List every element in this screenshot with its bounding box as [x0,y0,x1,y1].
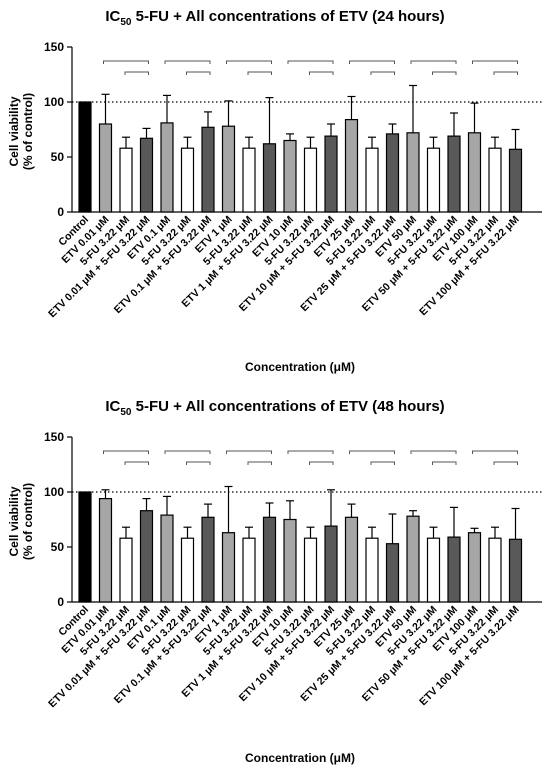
title-rest: 5-FU + All concentrations of ETV (48 hou… [131,398,445,415]
comparison-bracket [287,60,334,64]
y-axis-label: (% of control) [21,93,35,170]
bar [303,147,318,213]
bar [242,147,256,213]
x-axis-label: Concentration (μM) [245,751,355,765]
bar [467,132,482,213]
bar [119,537,133,603]
bar [324,525,338,603]
bar [98,123,113,213]
comparison-bracket [226,60,272,64]
bar [242,537,256,603]
bar [201,126,215,213]
bar [262,516,277,603]
comparison-bracket [410,60,457,64]
bar [201,516,215,603]
bar [406,515,420,603]
bar [180,147,195,213]
bar [221,532,236,603]
bar-chart-24h: 0 50 100 150 Cell viability (% of control) Con… [7,40,542,374]
bar [78,491,92,603]
y-tick-label: 50 [51,540,65,554]
y-tick-label: 50 [51,150,65,164]
bar [385,543,400,603]
x-axis-label: Concentration (μM) [245,360,355,374]
y-axis-label: (% of control) [21,483,35,560]
comparison-bracket [247,71,272,75]
bar [508,538,523,603]
comparison-bracket [103,450,149,454]
title-subscript: 50 [120,407,132,418]
comparison-bracket [370,71,395,75]
comparison-bracket [472,450,518,454]
bar [488,147,502,213]
y-tick-label: 150 [44,430,64,444]
comparison-bracket [370,461,395,465]
bar [78,101,92,213]
bar [365,537,379,603]
title-prefix: IC [105,398,121,415]
bar [426,537,441,603]
chart-panel-24h: IC50 5-FU + All concentrations of ETV (2… [0,0,550,386]
comparison-bracket [309,461,334,465]
title-prefix: IC [105,8,121,25]
comparison-bracket [493,461,518,465]
y-tick-label: 100 [44,95,64,109]
y-tick-label: 0 [57,205,64,219]
comparison-bracket [124,71,149,75]
bar [344,516,359,603]
bar [488,537,502,603]
title-rest: 5-FU + All concentrations of ETV (24 hou… [131,8,445,25]
bar [283,139,297,213]
bar [119,147,133,213]
comparison-bracket [124,461,149,465]
comparison-bracket [287,450,334,454]
bar [221,125,236,213]
comparison-bracket [186,461,211,465]
bar [344,118,359,213]
title-subscript: 50 [120,17,132,28]
bar [303,537,318,603]
bar [324,135,338,213]
y-tick-label: 100 [44,485,64,499]
bar [447,536,461,603]
comparison-bracket [103,60,149,64]
comparison-bracket [349,450,395,454]
y-tick-label: 150 [44,40,64,54]
comparison-bracket [432,71,457,75]
bar [508,148,523,213]
comparison-bracket [164,60,211,64]
comparison-bracket [472,60,518,64]
bar [98,497,113,603]
bar [283,518,297,603]
bar [160,514,174,603]
bar [406,132,420,213]
y-axis-label: Cell viability [7,486,21,556]
comparison-bracket [432,461,457,465]
chart-title: IC50 5-FU + All concentrations of ETV (2… [0,8,550,28]
bar [160,122,174,213]
chart-title: IC50 5-FU + All concentrations of ETV (4… [0,398,550,418]
comparison-bracket [226,450,272,454]
comparison-bracket [493,71,518,75]
comparison-bracket [349,60,395,64]
bar-chart-48h: 0 50 100 150 Cell viability (% of control) Con… [7,430,542,765]
bar [467,532,482,603]
chart-panel-48h: IC50 5-FU + All concentrations of ETV (4… [0,390,550,776]
bar [365,147,379,213]
bar [180,537,195,603]
bar [385,133,400,213]
bar [262,143,277,213]
comparison-bracket [309,71,334,75]
bar [426,147,441,213]
comparison-bracket [410,450,457,454]
bar [139,137,154,213]
y-axis-label: Cell viability [7,96,21,166]
y-tick-label: 0 [57,595,64,609]
comparison-bracket [164,450,211,454]
comparison-bracket [247,461,272,465]
comparison-bracket [186,71,211,75]
bar [447,135,461,213]
bar [139,510,154,603]
